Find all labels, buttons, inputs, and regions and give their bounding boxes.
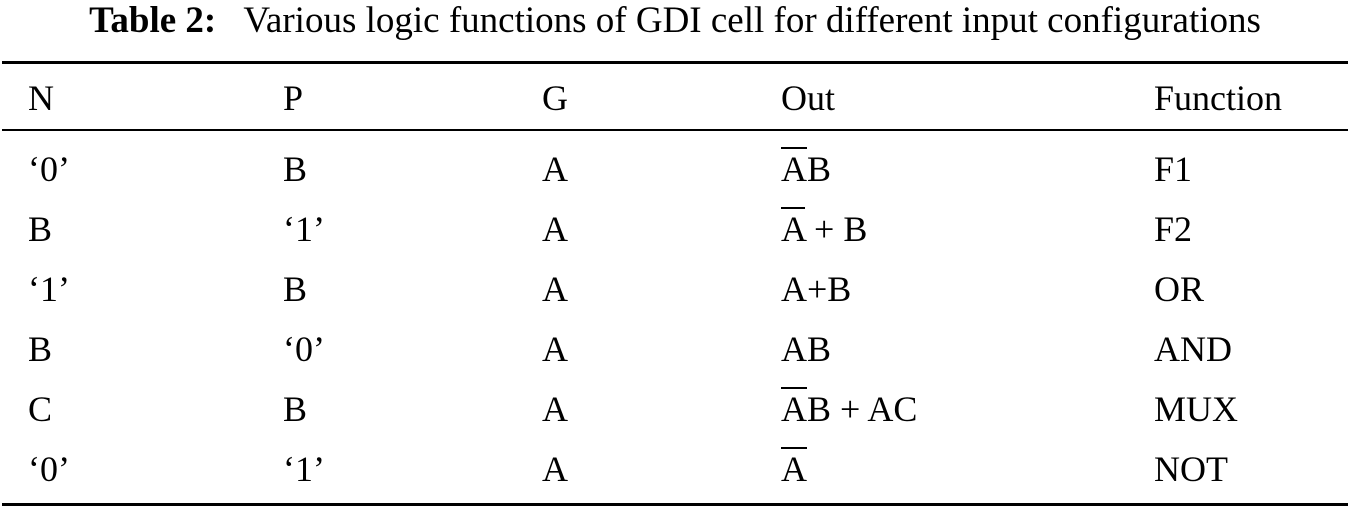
caption-text: Various logic functions of GDI cell for … <box>243 0 1261 41</box>
cell-p: B <box>283 389 308 429</box>
table-header-row: N P G Out Function <box>0 70 1350 126</box>
header-function: Function <box>1154 78 1283 118</box>
cell-out: A+B <box>781 261 851 317</box>
header-p: P <box>283 78 304 118</box>
top-rule <box>2 61 1348 64</box>
table-caption: Table 2: Various logic functions of GDI … <box>0 0 1350 50</box>
cell-out: AB <box>781 141 831 197</box>
header-out: Out <box>781 78 835 118</box>
cell-g: A <box>542 329 568 369</box>
table-row: ‘1’ B A A+B OR <box>0 261 1350 317</box>
cell-function: OR <box>1154 269 1205 309</box>
cell-out: A + B <box>781 201 867 257</box>
table-row: ‘0’ B A AB F1 <box>0 141 1350 197</box>
cell-n: B <box>28 209 53 249</box>
cell-n: ‘1’ <box>28 269 70 309</box>
cell-function: AND <box>1154 329 1232 369</box>
cell-p: B <box>283 269 308 309</box>
table-row: C B A AB + AC MUX <box>0 381 1350 437</box>
cell-p: B <box>283 149 308 189</box>
cell-out: AB <box>781 321 831 377</box>
cell-g: A <box>542 269 568 309</box>
cell-out: A <box>781 441 807 497</box>
cell-n: ‘0’ <box>28 149 70 189</box>
cell-n: ‘0’ <box>28 449 70 489</box>
cell-g: A <box>542 389 568 429</box>
cell-function: F2 <box>1154 209 1193 249</box>
cell-p: ‘0’ <box>283 329 325 369</box>
cell-g: A <box>542 449 568 489</box>
out-rest: + B <box>805 209 868 249</box>
cell-p: ‘1’ <box>283 449 325 489</box>
cell-n: B <box>28 329 53 369</box>
header-rule <box>2 129 1348 131</box>
out-complement: A <box>781 449 807 489</box>
header-g: G <box>542 78 568 118</box>
table-row: ‘0’ ‘1’ A A NOT <box>0 441 1350 497</box>
bottom-rule <box>2 503 1348 506</box>
cell-function: NOT <box>1154 449 1228 489</box>
cell-g: A <box>542 149 568 189</box>
out-complement: A <box>781 149 807 189</box>
out-rest: AB <box>781 329 832 369</box>
cell-function: F1 <box>1154 149 1193 189</box>
caption-label: Table 2: <box>89 0 217 41</box>
cell-g: A <box>542 209 568 249</box>
table-row: B ‘1’ A A + B F2 <box>0 201 1350 257</box>
cell-out: AB + AC <box>781 381 917 437</box>
out-complement: A <box>781 389 807 429</box>
out-rest: A+B <box>781 269 852 309</box>
cell-n: C <box>28 389 53 429</box>
cell-function: MUX <box>1154 389 1239 429</box>
header-n: N <box>28 78 54 118</box>
out-rest: B + AC <box>807 389 918 429</box>
out-rest: B <box>807 149 832 189</box>
out-complement: A <box>781 209 806 249</box>
table-row: B ‘0’ A AB AND <box>0 321 1350 377</box>
cell-p: ‘1’ <box>283 209 325 249</box>
